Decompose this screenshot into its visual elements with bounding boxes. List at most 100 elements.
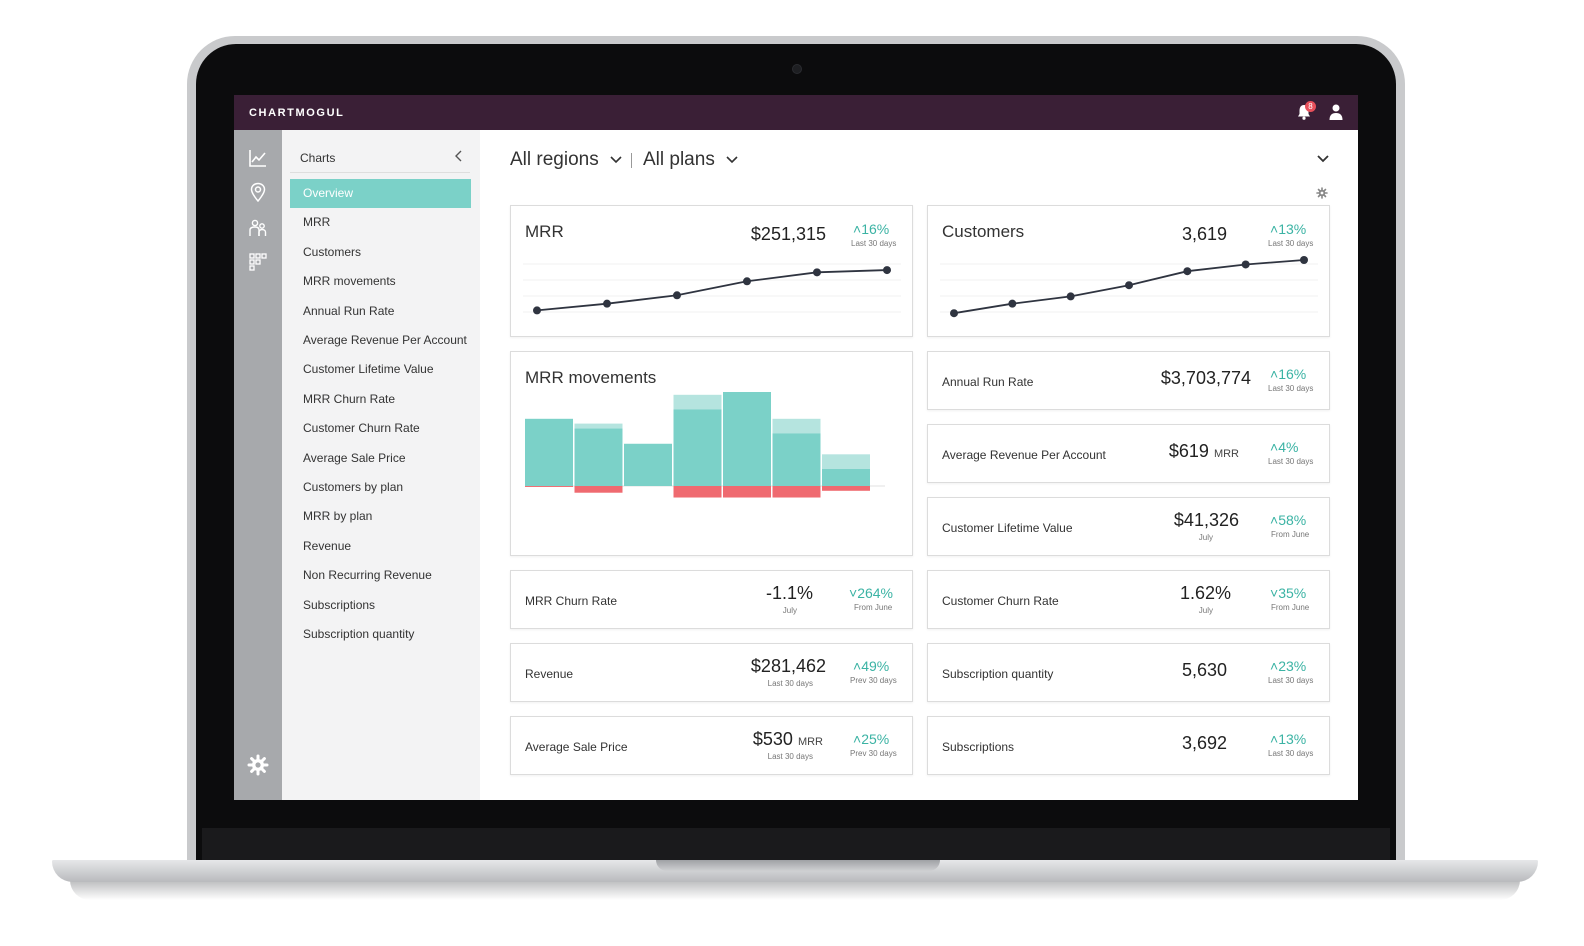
bar-segment[interactable] <box>574 423 623 429</box>
bar-segment[interactable] <box>723 392 771 486</box>
app-screen: CHARTMOGUL 8 <box>234 95 1358 800</box>
delta-up: ˄13% <box>1270 731 1306 747</box>
data-point[interactable] <box>1008 299 1017 308</box>
arpa-card[interactable]: Average Revenue Per Account $619 MRR ˄4%… <box>927 424 1330 483</box>
chart-line-icon[interactable] <box>248 148 268 168</box>
mrr-movements-chart <box>525 392 885 498</box>
data-point[interactable] <box>813 268 821 277</box>
sidebar-title: Charts <box>300 151 336 165</box>
revenue-card[interactable]: Revenue $281,462 Last 30 days ˄49% Prev … <box>510 643 913 702</box>
main-content: All regions All plans MRR $251,315 ˄16% … <box>480 130 1358 800</box>
bar-segment[interactable] <box>822 454 870 469</box>
mrr-churn-card[interactable]: MRR Churn Rate -1.1% July ˅264% From Jun… <box>510 570 913 629</box>
sidebar-item[interactable]: MRR Churn Rate <box>303 391 396 406</box>
chevron-left-icon[interactable] <box>452 149 466 163</box>
sidebar-item[interactable]: Customers <box>303 244 362 259</box>
camera <box>792 64 802 74</box>
data-point[interactable] <box>1241 260 1250 269</box>
bar-segment[interactable] <box>673 409 722 486</box>
sidebar-item[interactable]: MRR <box>303 215 331 230</box>
people-icon[interactable] <box>248 218 268 238</box>
delta-down: ˅264% <box>849 585 893 601</box>
data-point[interactable] <box>950 309 958 318</box>
sidebar-item[interactable]: Customers by plan <box>303 480 404 494</box>
mrr-movements-card[interactable]: MRR movements <box>510 351 913 556</box>
card-title: MRR <box>525 222 564 241</box>
bar-segment-negative[interactable] <box>822 486 870 491</box>
ltv-card[interactable]: Customer Lifetime Value $41,326 July ˄58… <box>927 497 1330 556</box>
location-pin-icon[interactable] <box>248 182 268 202</box>
subscription-quantity-card[interactable]: Subscription quantity 5,630 ˄23% Last 30… <box>927 643 1330 702</box>
chevron-down-icon[interactable] <box>1316 154 1330 164</box>
delta-label: Last 30 days <box>1268 457 1314 466</box>
sidebar-item[interactable]: Average Sale Price <box>303 450 406 465</box>
sidebar-item[interactable]: MRR movements <box>303 274 396 289</box>
data-point[interactable] <box>1125 281 1133 290</box>
sidebar-item[interactable]: Subscription quantity <box>303 627 415 641</box>
card-value: $41,326 <box>1173 510 1239 530</box>
bar-segment[interactable] <box>772 418 821 434</box>
sidebar-item[interactable]: Non Recurring Revenue <box>303 568 432 583</box>
bar-segment[interactable] <box>673 394 722 410</box>
sidebar-item[interactable]: Revenue <box>303 538 352 553</box>
card-title: Subscription quantity <box>942 667 1054 681</box>
sidebar-item[interactable]: Overview <box>290 179 471 208</box>
notification-badge: 8 <box>1305 101 1316 112</box>
subscriptions-card[interactable]: Subscriptions 3,692 ˄13% Last 30 days <box>927 716 1330 775</box>
caret-down-icon: ˅ <box>849 585 858 601</box>
sidebar-item[interactable]: Subscriptions <box>303 597 376 612</box>
value-sub: July <box>1198 533 1213 542</box>
sidebar-item[interactable]: Customer Lifetime Value <box>303 362 434 377</box>
delta-up: ˄16% <box>853 221 889 237</box>
bar-segment[interactable] <box>525 418 573 486</box>
data-point[interactable] <box>1300 256 1308 264</box>
data-point[interactable] <box>673 291 681 300</box>
delta-up: ˄16% <box>1270 366 1306 382</box>
gear-icon[interactable] <box>247 754 269 776</box>
delta-up: ˄25% <box>853 731 889 747</box>
data-point[interactable] <box>743 277 751 286</box>
app-logo[interactable]: CHARTMOGUL <box>249 107 345 119</box>
card-title: MRR Churn Rate <box>525 594 618 608</box>
user-icon[interactable] <box>1328 103 1344 121</box>
sidebar-item[interactable]: Average Revenue Per Account <box>303 333 467 347</box>
bar-segment-negative[interactable] <box>673 486 722 498</box>
bar-segment[interactable] <box>772 433 821 486</box>
bar-segment-negative[interactable] <box>525 486 573 487</box>
data-point[interactable] <box>1183 267 1192 276</box>
asp-card[interactable]: Average Sale Price $530 MRR Last 30 days… <box>510 716 913 775</box>
delta-label: Prev 30 days <box>850 676 897 685</box>
caret-up-icon: ˄ <box>1270 221 1279 237</box>
delta-up: ˄4% <box>1270 439 1298 455</box>
annual-run-rate-card[interactable]: Annual Run Rate $3,703,774 ˄16% Last 30 … <box>927 351 1330 410</box>
data-point[interactable] <box>1066 292 1075 301</box>
customer-churn-card[interactable]: Customer Churn Rate 1.62% July ˅35% From… <box>927 570 1330 629</box>
region-filter[interactable]: All regions <box>510 149 622 171</box>
bar-segment-negative[interactable] <box>723 486 771 498</box>
sidebar-item[interactable]: MRR by plan <box>303 509 373 524</box>
mrr-card[interactable]: MRR $251,315 ˄16% Last 30 days <box>510 205 913 337</box>
delta-value: 35% <box>1278 585 1307 601</box>
delta-value: 16% <box>861 221 890 237</box>
value-unit: MRR <box>797 736 823 748</box>
charts-sidebar: Charts Overview MRR Customers MRR movements… <box>282 130 480 800</box>
delta-up: ˄49% <box>853 658 889 674</box>
customers-card[interactable]: Customers 3,619 ˄13% Last 30 days <box>927 205 1330 337</box>
bar-segment-negative[interactable] <box>574 486 623 493</box>
bar-segment-negative[interactable] <box>772 486 821 498</box>
card-value: $3,703,774 <box>1160 368 1251 388</box>
plan-filter[interactable]: All plans <box>643 149 738 171</box>
gear-icon[interactable] <box>1316 187 1328 199</box>
card-value: $281,462 <box>750 656 826 676</box>
value-sub: July <box>1198 606 1213 615</box>
data-point[interactable] <box>603 299 611 308</box>
data-point[interactable] <box>533 306 541 315</box>
bar-segment[interactable] <box>574 428 623 486</box>
caret-up-icon: ˄ <box>853 731 862 747</box>
bar-segment[interactable] <box>822 468 870 486</box>
bar-segment[interactable] <box>624 443 672 486</box>
sidebar-item[interactable]: Annual Run Rate <box>303 303 395 318</box>
data-point[interactable] <box>883 266 891 275</box>
sidebar-item[interactable]: Customer Churn Rate <box>303 421 420 436</box>
grid-icon[interactable] <box>248 252 268 272</box>
